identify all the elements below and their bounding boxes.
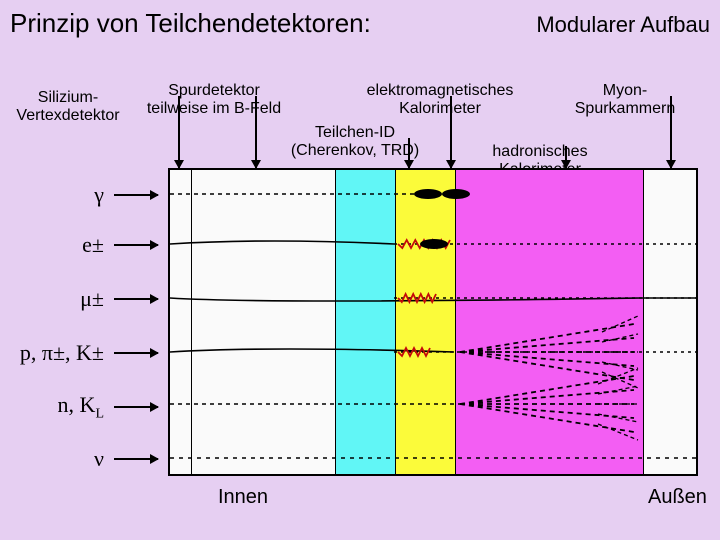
- particle-row-5: ν: [94, 446, 158, 472]
- label-inner: Innen: [218, 486, 268, 509]
- arrow-l6: [565, 146, 567, 168]
- particle-row-3: p, π±, K±: [20, 340, 158, 366]
- particle-label-column: γ e± μ± p, π±, K± n, KL ν: [0, 168, 168, 476]
- top-label-l4: elektromagnetischesKalorimeter: [360, 82, 520, 119]
- particle-arrow-2: [114, 298, 158, 300]
- particle-label-5: ν: [94, 446, 104, 472]
- particle-label-1: e±: [82, 232, 104, 258]
- top-label-l3: Teilchen-ID(Cherenkov, TRD): [275, 124, 435, 161]
- detector-diagram: [168, 168, 698, 476]
- layer-muon: [644, 170, 696, 474]
- arrow-l5: [670, 96, 672, 168]
- title-row: Prinzip von Teilchendetektoren: Modulare…: [0, 0, 720, 43]
- arrow-l3: [408, 138, 410, 168]
- particle-row-0: γ: [94, 182, 158, 208]
- particle-label-2: μ±: [80, 286, 104, 312]
- particle-arrow-0: [114, 194, 158, 196]
- top-label-area: Silizium-VertexdetektorSpurdetektorteilw…: [0, 40, 720, 160]
- layer-ecal: [396, 170, 456, 474]
- layer-tracker: [192, 170, 336, 474]
- particle-label-3: p, π±, K±: [20, 340, 104, 366]
- layer-vertex: [170, 170, 192, 474]
- arrow-l4: [450, 96, 452, 168]
- title-sub: Modularer Aufbau: [536, 8, 710, 39]
- top-label-l2: Spurdetektorteilweise im B-Feld: [134, 82, 294, 119]
- particle-label-0: γ: [94, 182, 104, 208]
- layer-hcal: [456, 170, 644, 474]
- particle-arrow-4: [114, 406, 158, 408]
- label-outer: Außen: [648, 486, 707, 509]
- particle-row-2: μ±: [80, 286, 158, 312]
- particle-arrow-1: [114, 244, 158, 246]
- particle-row-4: n, KL: [58, 392, 158, 422]
- particle-arrow-5: [114, 458, 158, 460]
- arrow-l2: [255, 96, 257, 168]
- layer-pid: [336, 170, 396, 474]
- particle-arrow-3: [114, 352, 158, 354]
- top-label-l5: Myon-Spurkammern: [545, 82, 705, 119]
- particle-label-4: n, KL: [58, 392, 104, 422]
- top-label-l1: Silizium-Vertexdetektor: [0, 89, 148, 126]
- particle-row-1: e±: [82, 232, 158, 258]
- title-main: Prinzip von Teilchendetektoren:: [10, 8, 371, 39]
